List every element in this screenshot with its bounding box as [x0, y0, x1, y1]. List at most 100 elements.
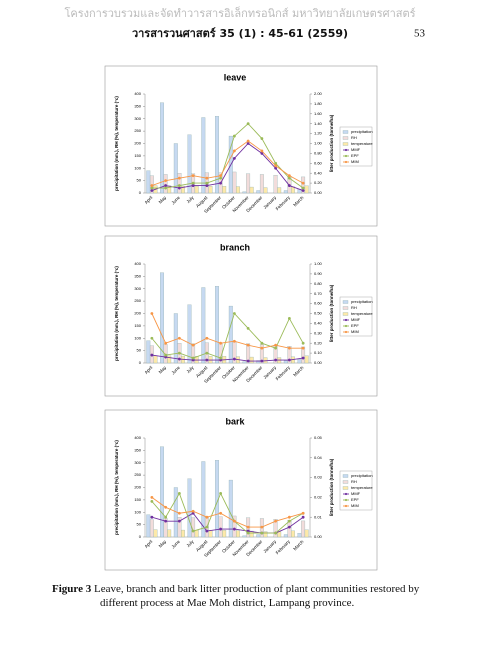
legend-label: MIM [351, 159, 359, 164]
line-marker [205, 358, 209, 362]
bar [283, 360, 288, 364]
line-marker [219, 511, 223, 515]
legend-swatch [342, 480, 349, 484]
line-marker [164, 186, 168, 190]
bar [215, 286, 219, 364]
bar [273, 519, 278, 538]
bar [191, 343, 196, 364]
bar [222, 186, 227, 194]
line-marker [191, 509, 195, 513]
legend-swatch-marker [344, 498, 348, 502]
line-marker [177, 492, 181, 495]
bar [263, 187, 268, 194]
line-marker [301, 346, 305, 350]
line-marker [205, 181, 209, 185]
line-marker [232, 527, 236, 531]
line [151, 142, 304, 191]
y2-tick-label: 0.70 [314, 291, 323, 296]
y2-tick-label: 0.10 [314, 350, 323, 355]
bar [201, 287, 206, 364]
line-marker [177, 176, 181, 180]
bar [291, 530, 295, 538]
bar [246, 343, 251, 364]
y-tick-label: 50 [137, 348, 142, 353]
line [151, 312, 304, 359]
x-tick-label: July [185, 538, 195, 548]
bar [263, 531, 268, 538]
y2-tick-label: 0.05 [314, 435, 323, 440]
y2-tick-label: 0.60 [314, 301, 323, 306]
line-marker [246, 139, 250, 143]
bar [287, 346, 292, 364]
line-marker [232, 357, 236, 361]
y-tick-label: 200 [134, 485, 141, 490]
y-tick-label: 200 [134, 141, 141, 146]
y-tick-label: 0 [139, 534, 142, 539]
legend-label: EPF [351, 323, 359, 328]
line-marker [150, 515, 154, 519]
bar [187, 134, 192, 194]
line-marker [164, 179, 168, 183]
bar [283, 534, 288, 538]
line-marker [274, 346, 278, 350]
line-marker [191, 343, 195, 347]
y-tick-label: 100 [134, 335, 141, 340]
y-tick-label: 350 [134, 103, 141, 108]
project-header: โครงการวบรวมและจัดทำวารสารอิเล็กทรอนิกส์… [64, 6, 415, 20]
legend-label: RH [351, 135, 357, 140]
legend-swatch-marker [344, 324, 348, 328]
bar [304, 355, 309, 364]
legend-label: RH [351, 479, 357, 484]
legend-label: temperature [351, 141, 373, 146]
y2-tick-label: 0.00 [314, 190, 323, 195]
y-tick-label: 250 [134, 298, 141, 303]
y2-axis-title: litter production (tonne/ha) [329, 114, 334, 172]
line-marker [150, 189, 154, 192]
line-marker [301, 515, 305, 519]
legend-label: EPF [351, 497, 359, 502]
y2-tick-label: 1.00 [314, 141, 323, 146]
y-axis-title: precipitation (mm.), RH (%), temperature… [114, 440, 119, 535]
legend-swatch-marker [344, 492, 348, 496]
y2-tick-label: 0.20 [314, 180, 323, 185]
y2-tick-label: 0.03 [314, 475, 323, 480]
bar [246, 173, 251, 194]
line-marker [205, 336, 209, 340]
y-tick-label: 300 [134, 460, 141, 465]
line-marker [287, 515, 291, 519]
bar [187, 478, 192, 538]
bar [181, 185, 185, 194]
line-marker [274, 343, 278, 347]
bar [153, 355, 158, 364]
line-marker [232, 339, 236, 343]
y2-tick-label: 0.40 [314, 170, 323, 175]
line-marker [260, 531, 264, 535]
bar [146, 340, 151, 364]
bar [222, 530, 227, 538]
y-tick-label: 150 [134, 153, 141, 158]
x-tick-label: June [170, 195, 181, 206]
bar [163, 174, 168, 194]
line-marker [301, 356, 305, 360]
bar [304, 185, 309, 194]
x-tick-label: July [185, 364, 195, 374]
bar [160, 446, 164, 538]
bar [146, 514, 151, 538]
line-marker [274, 166, 278, 170]
y2-tick-label: 0.00 [314, 534, 323, 539]
y-tick-label: 300 [134, 116, 141, 121]
bar [208, 530, 213, 538]
bar [173, 313, 178, 364]
journal-header: วารสารวนศาสตร์ 35 (1) : 45-61 (2559) [132, 27, 348, 40]
legend-label: MMF [351, 317, 361, 322]
line-marker [164, 184, 168, 187]
legend-label: temperature [351, 311, 373, 316]
line-marker [287, 174, 291, 178]
y2-tick-label: 2.00 [314, 91, 323, 96]
line-marker [150, 499, 154, 503]
line-marker [191, 181, 195, 185]
line [151, 497, 304, 528]
y2-tick-label: 0.60 [314, 160, 323, 165]
y-axis-title: precipitation (mm.), RH (%), temperature… [114, 96, 119, 191]
